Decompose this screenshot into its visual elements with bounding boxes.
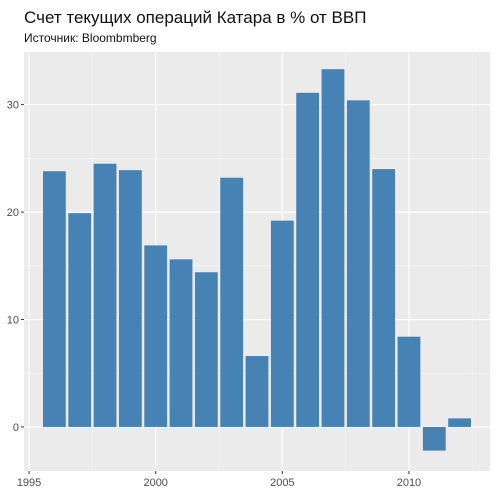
bar-2011 <box>422 426 446 451</box>
bar-2003 <box>220 177 244 427</box>
y-tick-label: 10 <box>7 315 19 327</box>
x-tick-label: 1995 <box>17 477 41 489</box>
x-tick-label: 2005 <box>270 477 294 489</box>
chart-subtitle: Источник: Bloombmberg <box>24 31 157 45</box>
y-tick-label: 0 <box>13 422 19 434</box>
bar-2005 <box>270 220 294 427</box>
bar-2008 <box>346 100 370 427</box>
bar-1997 <box>68 213 92 427</box>
bar-1998 <box>93 163 117 427</box>
bar-1999 <box>118 170 142 427</box>
y-tick-label: 30 <box>7 100 19 112</box>
bar-2002 <box>194 272 218 427</box>
bar-2012 <box>448 418 472 427</box>
bar-2001 <box>169 259 193 427</box>
x-tick-label: 2000 <box>143 477 167 489</box>
chart-title: Счет текущих операций Катара в % от ВВП <box>24 8 367 27</box>
bar-1996 <box>42 171 66 427</box>
bar-2000 <box>144 245 168 427</box>
y-tick-label: 20 <box>7 207 19 219</box>
x-tick-label: 2010 <box>397 477 421 489</box>
bar-2007 <box>321 69 345 427</box>
bar-2006 <box>296 92 320 427</box>
bar-2009 <box>372 169 396 427</box>
bar-2004 <box>245 356 269 427</box>
bar-2010 <box>397 336 421 427</box>
